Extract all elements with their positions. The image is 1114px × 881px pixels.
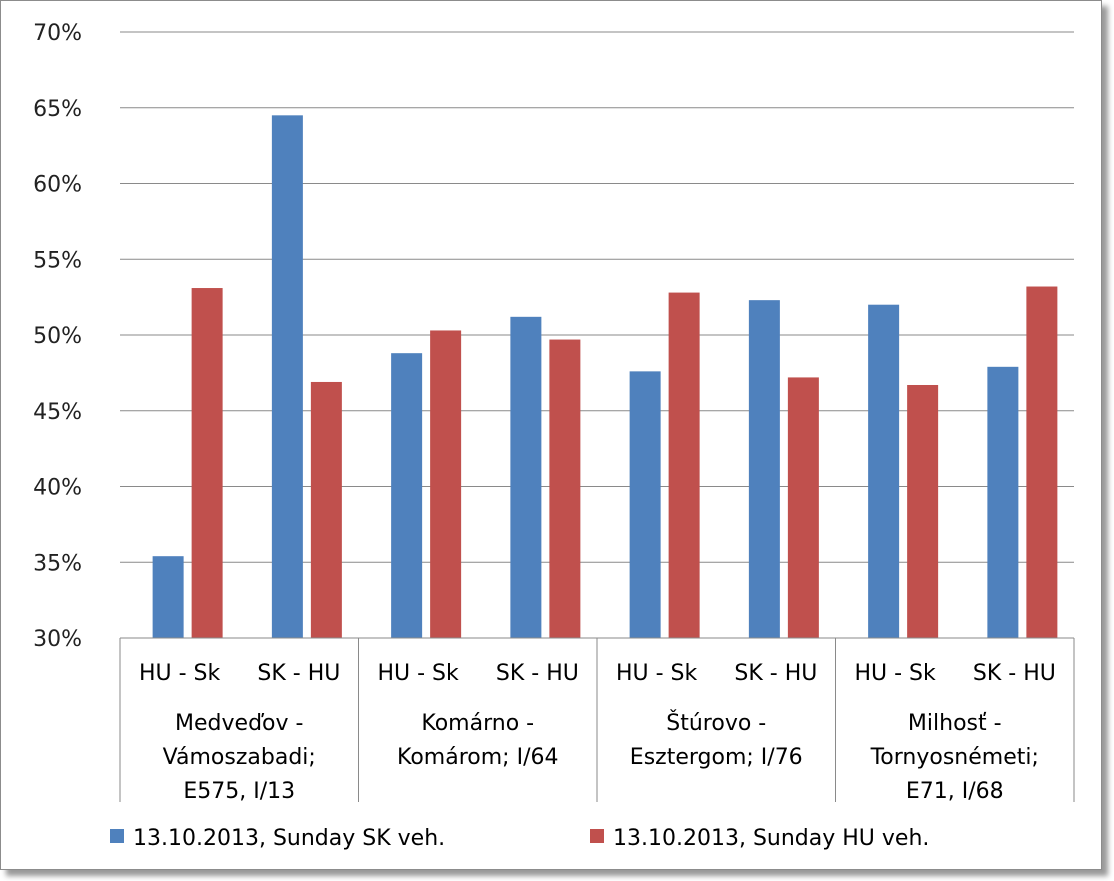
x-group-label: Esztergom; I/76 [630,745,803,770]
bar-hu-veh [787,377,819,638]
y-tick-label: 55% [33,248,82,273]
y-axis-ticks: 30% 35% 40% 45% 50% 55% 60% 65% 70% [33,21,82,652]
y-tick-label: 50% [33,324,82,349]
x-subcategory-label: SK - HU [734,661,817,686]
x-group-label: E71, I/68 [906,779,1004,804]
y-tick-label: 65% [33,97,82,122]
bar-sk-veh [868,304,900,638]
x-subcategory-label: HU - Sk [854,661,936,686]
bar-sk-veh [271,115,303,638]
y-tick-label: 70% [33,21,82,46]
bar-hu-veh [549,339,581,638]
x-subcategory-label: SK - HU [496,661,579,686]
x-subcategory-label: SK - HU [973,661,1056,686]
bar-sk-veh [748,300,780,638]
x-group-label: E575, I/13 [183,779,295,804]
bar-sk-veh [510,316,542,638]
x-group-label: Štúrovo - [666,710,766,736]
bar-hu-veh [1026,286,1058,638]
bar-sk-veh [629,371,661,638]
x-group-label: Komárno - [421,711,534,736]
x-group-label: Milhosť - [908,711,1002,736]
x-subcategory-label: SK - HU [257,661,340,686]
bar-sk-veh [391,353,423,638]
legend: 13.10.2013, Sunday SK veh. 13.10.2013, Su… [110,826,929,851]
y-tick-label: 40% [33,476,82,501]
bar-sk-veh [987,366,1019,638]
y-tick-label: 35% [33,551,82,576]
y-tick-label: 45% [33,400,82,425]
x-subcategory-label: HU - Sk [616,661,698,686]
legend-label: 13.10.2013, Sunday SK veh. [133,826,445,851]
y-tick-label: 30% [33,627,82,652]
bars [152,115,1058,638]
x-subcategory-label: HU - Sk [139,661,221,686]
bar-hu-veh [668,292,700,638]
legend-label: 13.10.2013, Sunday HU veh. [613,826,929,851]
legend-swatch [110,829,124,843]
bar-hu-veh [191,288,223,638]
x-group-label: Komárom; I/64 [397,745,558,770]
bar-sk-veh [152,556,184,638]
x-subcategory-label: HU - Sk [377,661,459,686]
bar-hu-veh [310,381,342,638]
bar-hu-veh [907,384,939,638]
y-tick-label: 60% [33,173,82,198]
legend-swatch [590,829,604,843]
x-group-label: Medveďov - [175,711,303,736]
x-group-label: Tornyosnémeti; [870,745,1039,770]
x-group-label: Vámoszabadi; [163,745,316,770]
x-axis: HU - Sk SK - HU HU - Sk SK - HU HU - Sk SK - … [119,637,1075,804]
bar-hu-veh [430,330,462,638]
